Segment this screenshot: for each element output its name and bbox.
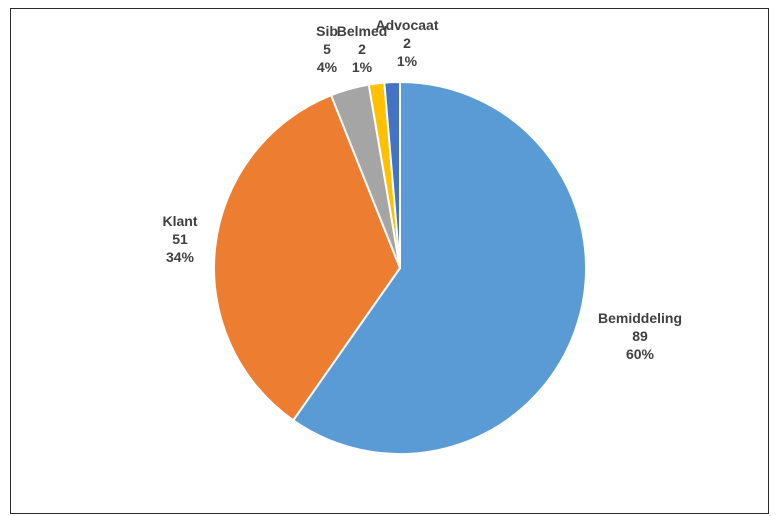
- data-label-value: 51: [172, 231, 188, 247]
- data-label-bemiddeling: Bemiddeling 89 60%: [598, 310, 682, 362]
- data-label-percent: 1%: [397, 53, 418, 69]
- data-label-sib: Sib 5 4%: [316, 23, 338, 75]
- data-label-klant: Klant 51 34%: [163, 213, 198, 265]
- data-label-percent: 4%: [317, 59, 338, 75]
- data-label-advocaat: Advocaat 2 1%: [375, 17, 438, 69]
- data-label-name: Belmed: [337, 23, 388, 39]
- pie-slices: [213, 80, 588, 455]
- data-label-percent: 60%: [626, 346, 655, 362]
- pie-data-labels: Bemiddeling 89 60% Klant 51 34% Sib 5 4% Belmed 2 1…: [163, 17, 683, 362]
- pie-slice-klant: [213, 94, 401, 422]
- pie-slice-bemiddeling: [292, 81, 588, 455]
- data-label-name: Sib: [316, 23, 338, 39]
- data-label-name: Klant: [163, 213, 198, 229]
- data-label-name: Bemiddeling: [598, 310, 682, 326]
- data-label-belmed: Belmed 2 1%: [337, 23, 388, 75]
- data-label-value: 5: [323, 41, 331, 57]
- data-label-percent: 34%: [166, 249, 195, 265]
- data-label-value: 2: [403, 35, 411, 51]
- data-label-value: 89: [632, 328, 648, 344]
- data-label-name: Advocaat: [375, 17, 438, 33]
- data-label-percent: 1%: [352, 59, 373, 75]
- pie-slice-advocaat: [383, 80, 401, 269]
- data-label-value: 2: [358, 41, 366, 57]
